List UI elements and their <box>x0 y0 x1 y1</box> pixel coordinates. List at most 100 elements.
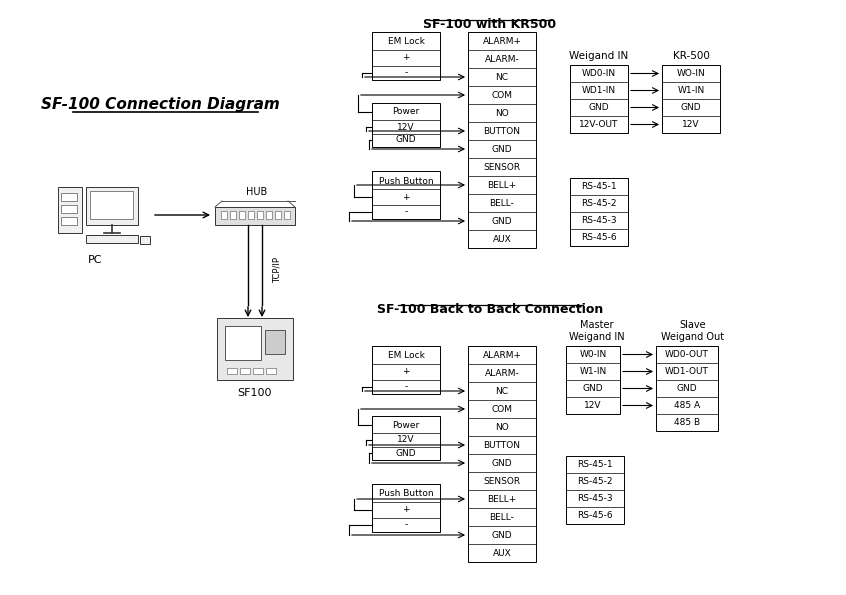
Bar <box>284 211 290 219</box>
Text: BELL-: BELL- <box>490 512 514 521</box>
Text: GND: GND <box>396 449 416 458</box>
Text: 12V: 12V <box>398 436 415 444</box>
Text: RS-45-3: RS-45-3 <box>581 216 617 225</box>
Bar <box>221 211 227 219</box>
Bar <box>275 211 281 219</box>
Text: RS-45-2: RS-45-2 <box>581 199 617 208</box>
Bar <box>372 103 440 147</box>
Text: +: + <box>402 54 409 62</box>
Text: GND: GND <box>681 103 701 112</box>
Text: +: + <box>402 506 409 515</box>
Text: WD0-OUT: WD0-OUT <box>665 350 709 359</box>
Text: Power: Power <box>393 421 420 430</box>
Bar <box>253 368 263 374</box>
Text: -: - <box>404 68 408 77</box>
Bar <box>240 368 250 374</box>
Text: BELL-: BELL- <box>490 199 514 208</box>
Text: W1-IN: W1-IN <box>580 367 607 376</box>
Text: PC: PC <box>88 255 102 265</box>
Bar <box>372 171 440 219</box>
Text: +: + <box>402 193 409 202</box>
Text: Weigand IN: Weigand IN <box>569 51 629 61</box>
Bar <box>61 205 77 213</box>
Bar <box>566 346 620 414</box>
Bar <box>372 32 440 80</box>
Text: SF100: SF100 <box>238 388 272 398</box>
Text: GND: GND <box>492 459 513 468</box>
Text: ALARM-: ALARM- <box>485 368 519 377</box>
Bar <box>248 211 254 219</box>
Text: BUTTON: BUTTON <box>484 440 520 449</box>
Text: Master
Weigand IN: Master Weigand IN <box>569 320 625 342</box>
Text: RS-45-1: RS-45-1 <box>581 182 617 191</box>
Text: GND: GND <box>492 145 513 154</box>
Text: WD0-IN: WD0-IN <box>582 69 616 78</box>
Text: RS-45-2: RS-45-2 <box>577 477 613 486</box>
Text: COM: COM <box>492 405 513 414</box>
Text: GND: GND <box>396 136 416 145</box>
Bar <box>61 217 77 225</box>
Text: RS-45-1: RS-45-1 <box>577 460 613 469</box>
Text: BELL+: BELL+ <box>487 494 517 503</box>
Text: Push Button: Push Button <box>379 490 433 499</box>
Text: 12V: 12V <box>398 123 415 131</box>
Text: SENSOR: SENSOR <box>483 162 520 171</box>
Text: 12V: 12V <box>585 401 602 410</box>
Bar <box>372 416 440 460</box>
Text: NO: NO <box>495 422 509 431</box>
Text: KR-500: KR-500 <box>673 51 710 61</box>
Text: GND: GND <box>492 217 513 226</box>
Text: -: - <box>404 521 408 530</box>
Text: 485 B: 485 B <box>674 418 700 427</box>
Text: -: - <box>404 383 408 392</box>
Bar <box>266 368 276 374</box>
Text: -: - <box>404 208 408 217</box>
Bar <box>58 187 82 233</box>
Text: EM Lock: EM Lock <box>387 37 425 46</box>
Bar <box>570 65 628 133</box>
Text: AUX: AUX <box>492 549 511 558</box>
Text: SF-100 with KR500: SF-100 with KR500 <box>424 18 557 31</box>
Text: ALARM+: ALARM+ <box>482 350 521 359</box>
Bar <box>239 211 245 219</box>
Text: RS-45-6: RS-45-6 <box>581 233 617 242</box>
Text: BUTTON: BUTTON <box>484 127 520 136</box>
Bar <box>86 235 138 243</box>
Text: ALARM+: ALARM+ <box>482 36 521 45</box>
Text: 12V-OUT: 12V-OUT <box>580 120 618 129</box>
Bar <box>225 326 261 360</box>
Text: Push Button: Push Button <box>379 177 433 186</box>
Text: W0-IN: W0-IN <box>580 350 607 359</box>
Text: TCP/IP: TCP/IP <box>273 257 282 283</box>
Bar <box>570 178 628 246</box>
Text: BELL+: BELL+ <box>487 180 517 189</box>
Text: GND: GND <box>492 531 513 540</box>
Bar <box>86 187 138 225</box>
Text: +: + <box>402 368 409 377</box>
Bar <box>227 368 237 374</box>
Text: WD1-IN: WD1-IN <box>582 86 616 95</box>
Text: RS-45-3: RS-45-3 <box>577 494 613 503</box>
Bar <box>215 207 295 225</box>
Text: ALARM-: ALARM- <box>485 55 519 64</box>
Bar <box>140 236 150 244</box>
Text: NC: NC <box>496 387 508 396</box>
Text: GND: GND <box>583 384 603 393</box>
Bar <box>217 318 293 380</box>
Bar <box>90 191 133 219</box>
Text: WO-IN: WO-IN <box>677 69 706 78</box>
Text: COM: COM <box>492 90 513 99</box>
Text: NO: NO <box>495 108 509 117</box>
Text: W1-IN: W1-IN <box>678 86 705 95</box>
Text: Slave
Weigand Out: Slave Weigand Out <box>662 320 724 342</box>
Text: SENSOR: SENSOR <box>483 477 520 486</box>
Bar <box>468 346 536 562</box>
Text: RS-45-6: RS-45-6 <box>577 511 613 520</box>
Bar <box>372 484 440 532</box>
Bar <box>265 330 285 354</box>
Bar <box>468 32 536 248</box>
Text: GND: GND <box>589 103 609 112</box>
Text: EM Lock: EM Lock <box>387 352 425 361</box>
Text: GND: GND <box>677 384 697 393</box>
Bar <box>566 456 624 524</box>
